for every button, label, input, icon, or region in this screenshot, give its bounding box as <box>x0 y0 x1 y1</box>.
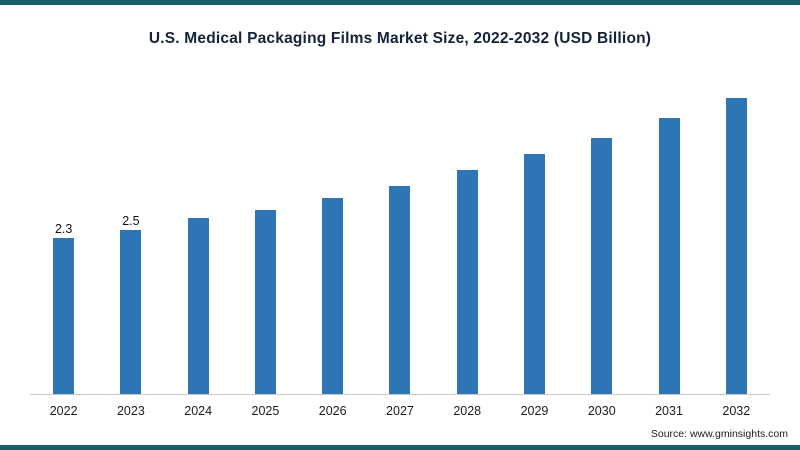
source-credit: Source: www.gminsights.com <box>650 428 788 440</box>
data-label-2023: 2.5 <box>122 213 140 228</box>
x-tick-2024: 2024 <box>184 404 213 418</box>
bar-2030 <box>591 138 613 394</box>
x-tick-2032: 2032 <box>722 404 751 418</box>
x-tick-2028: 2028 <box>453 404 482 418</box>
bar-group-2024 <box>165 218 232 394</box>
bar-group-2028 <box>434 170 501 394</box>
plot-area: 2.3 2.5 2022 2023 2024 2025 2026 2027 2028 2029 2… <box>30 62 770 418</box>
x-tick-2031: 2031 <box>655 404 683 418</box>
bar-group-2031 <box>635 118 702 394</box>
bar-2022 <box>53 238 75 394</box>
bar-2025 <box>254 210 276 394</box>
x-axis-labels: 2022 2023 2024 2025 2026 2027 2028 2029 2030 2031… <box>30 404 770 418</box>
bar-2024 <box>187 218 209 394</box>
bottom-border <box>0 445 800 450</box>
x-tick-2023: 2023 <box>116 404 145 418</box>
x-tick-2029: 2029 <box>520 404 549 418</box>
chart-title: U.S. Medical Packaging Films Market Size… <box>148 30 652 47</box>
bar-group-2022: 2.3 <box>30 221 97 394</box>
bar-group-2026 <box>299 198 366 394</box>
bar-2032 <box>725 98 747 394</box>
bar-group-2025 <box>232 210 299 394</box>
bar-group-2029 <box>501 154 568 394</box>
bar-2028 <box>456 170 478 394</box>
bar-2027 <box>389 186 411 394</box>
bar-group-2027 <box>366 186 433 394</box>
bar-2023 <box>120 230 142 394</box>
x-tick-2026: 2026 <box>318 404 347 418</box>
bar-2026 <box>322 198 344 394</box>
bar-2029 <box>523 154 545 394</box>
bar-2031 <box>658 118 680 394</box>
x-tick-2027: 2027 <box>386 404 414 418</box>
top-border <box>0 0 800 5</box>
x-tick-2025: 2025 <box>251 404 280 418</box>
bar-group-2023: 2.5 <box>97 213 164 394</box>
data-label-2022: 2.3 <box>54 221 73 236</box>
x-tick-2030: 2030 <box>587 404 616 418</box>
bar-group-2032 <box>703 98 770 394</box>
x-tick-2022: 2022 <box>49 404 78 418</box>
bars-container: 2.3 2.5 <box>30 62 770 395</box>
bar-group-2030 <box>568 138 635 394</box>
